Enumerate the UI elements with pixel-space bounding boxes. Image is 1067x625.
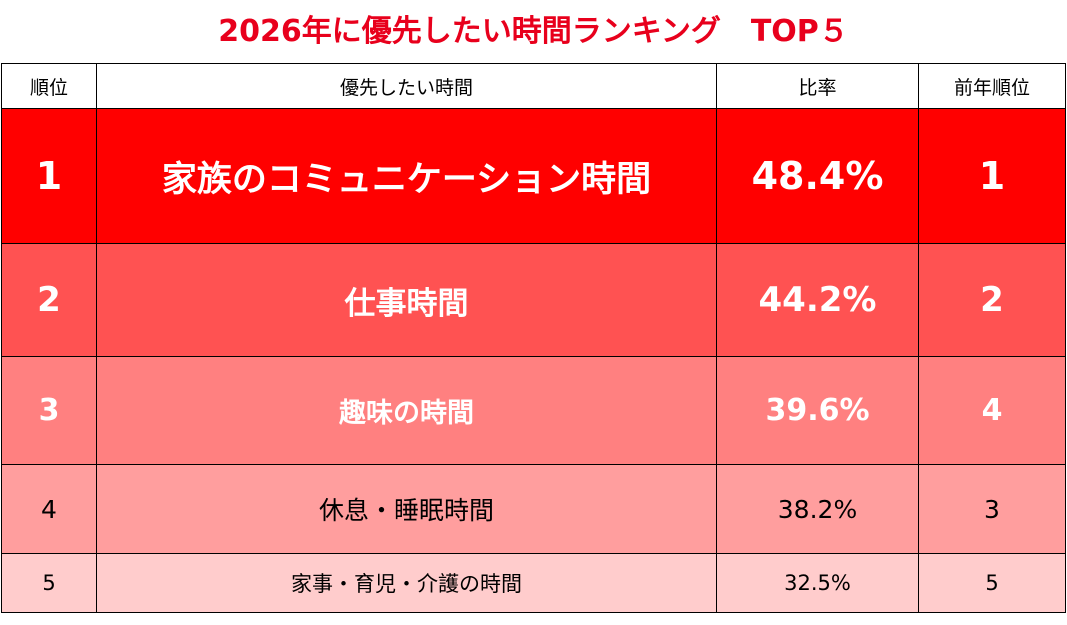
ratio-cell: 32.5% [716,553,919,613]
ratio-cell: 38.2% [716,464,919,554]
table-row: 4 休息・睡眠時間 38.2% 3 [1,464,1066,554]
rank-cell: 2 [1,243,97,357]
prev-rank-cell: 2 [918,243,1066,357]
rank-cell: 5 [1,553,97,613]
ratio-cell: 44.2% [716,243,919,357]
chart-title: 2026年に優先したい時間ランキング TOP５ [218,14,849,49]
table-row: 3 趣味の時間 39.6% 4 [1,356,1066,465]
table-row: 5 家事・育児・介護の時間 32.5% 5 [1,553,1066,613]
item-cell: 家族のコミュニケーション時間 [96,108,717,244]
header-prev-rank: 前年順位 [918,63,1066,109]
table-row: 2 仕事時間 44.2% 2 [1,243,1066,357]
table-row: 1 家族のコミュニケーション時間 48.4% 1 [1,108,1066,244]
prev-rank-cell: 5 [918,553,1066,613]
prev-rank-cell: 1 [918,108,1066,244]
header-item: 優先したい時間 [96,63,717,109]
item-cell: 家事・育児・介護の時間 [96,553,717,613]
item-cell: 休息・睡眠時間 [96,464,717,554]
rank-cell: 1 [1,108,97,244]
ratio-cell: 48.4% [716,108,919,244]
rank-cell: 3 [1,356,97,465]
prev-rank-cell: 3 [918,464,1066,554]
ranking-table: 順位 優先したい時間 比率 前年順位 1 家族のコミュニケーション時間 48.4… [1,63,1066,613]
ratio-cell: 39.6% [716,356,919,465]
item-cell: 仕事時間 [96,243,717,357]
item-cell: 趣味の時間 [96,356,717,465]
header-ratio: 比率 [716,63,919,109]
header-row: 順位 優先したい時間 比率 前年順位 [1,63,1066,109]
header-rank: 順位 [1,63,97,109]
prev-rank-cell: 4 [918,356,1066,465]
rank-cell: 4 [1,464,97,554]
